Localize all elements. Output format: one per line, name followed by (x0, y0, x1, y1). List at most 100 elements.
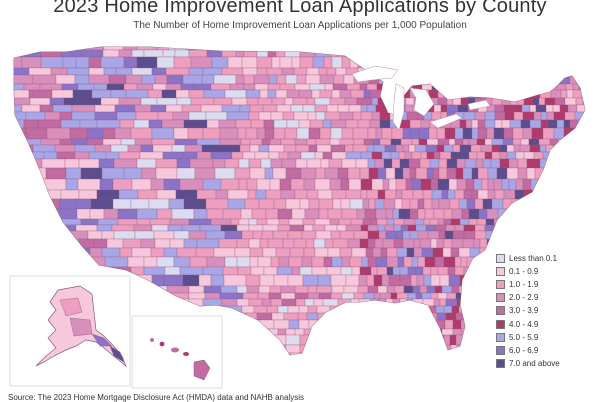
county-cell (502, 198, 513, 210)
county-cell (60, 189, 80, 200)
county-cell (575, 47, 585, 51)
county-cell (306, 97, 316, 106)
county-cell (454, 67, 467, 76)
county-cell (574, 151, 585, 160)
county-cell (571, 285, 579, 294)
county-cell (307, 285, 318, 294)
county-cell (270, 111, 284, 121)
county-cell (417, 74, 426, 85)
county-cell (133, 224, 153, 232)
county-cell (378, 230, 387, 240)
county-cell (379, 119, 391, 129)
county-cell (169, 292, 190, 300)
county-cell (214, 312, 232, 321)
county-cell (561, 67, 571, 76)
county-cell (454, 138, 464, 146)
county-cell (573, 298, 585, 307)
county-cell (14, 298, 33, 307)
county-cell (450, 89, 460, 99)
legend-item: 6.0 - 6.9 (496, 344, 560, 357)
county-cell (362, 198, 370, 210)
county-cell (440, 104, 448, 113)
legend-swatch (496, 280, 505, 290)
county-cell (507, 89, 515, 99)
county-cell (281, 298, 297, 307)
county-cell (360, 224, 369, 232)
county-cell (477, 298, 489, 307)
county-cell (454, 266, 465, 276)
county-cell (37, 119, 62, 129)
county-cell (519, 89, 531, 99)
county-cell (100, 56, 125, 69)
county-cell (559, 104, 569, 113)
county-cell (244, 319, 260, 330)
county-cell (291, 208, 306, 220)
county-cell (499, 158, 510, 169)
county-cell (566, 208, 575, 220)
county-cell (399, 344, 410, 354)
county-cell (549, 138, 559, 146)
legend-item: 2.0 - 2.9 (496, 291, 560, 304)
county-cell (513, 111, 524, 121)
county-cell (118, 97, 142, 106)
county-cell (143, 292, 158, 300)
county-cell (573, 208, 582, 220)
county-cell (505, 56, 517, 69)
county-cell (466, 298, 479, 307)
county-cell (408, 144, 416, 153)
county-cell (478, 49, 488, 58)
county-cell (122, 292, 145, 300)
county-cell (287, 305, 300, 314)
county-cell (179, 266, 204, 276)
county-cell (299, 334, 316, 346)
county-cell (319, 89, 333, 99)
county-cell (25, 208, 41, 220)
county-cell (487, 189, 496, 200)
county-cell (405, 178, 413, 191)
county-cell (152, 144, 173, 153)
county-cell (154, 74, 168, 85)
county-cell (30, 218, 47, 226)
legend-label: 5.0 - 5.9 (509, 332, 539, 342)
county-cell (416, 328, 426, 336)
county-cell (425, 144, 438, 153)
county-cell (280, 189, 296, 200)
county-cell (97, 218, 119, 226)
county-cell (341, 305, 351, 314)
county-cell (564, 47, 577, 51)
county-cell (546, 111, 555, 121)
county-cell (75, 224, 98, 232)
county-cell (73, 352, 95, 355)
county-cell (188, 334, 210, 346)
county-cell (101, 305, 124, 314)
county-cell (332, 198, 342, 210)
county-cell (255, 352, 271, 355)
county-cell (468, 138, 478, 146)
county-cell (350, 218, 364, 226)
county-cell (24, 198, 45, 210)
county-cell (367, 47, 375, 51)
county-cell (316, 285, 333, 294)
county-cell (530, 230, 541, 240)
county-cell (447, 266, 456, 276)
county-cell (512, 224, 520, 232)
county-cell (460, 97, 469, 106)
county-cell (566, 305, 579, 314)
county-cell (304, 208, 320, 220)
county-cell (473, 256, 483, 268)
county-cell (289, 247, 305, 258)
county-cell (446, 104, 459, 113)
county-cell (245, 274, 261, 287)
county-cell (430, 74, 441, 85)
county-cell (221, 67, 244, 76)
county-cell (348, 104, 362, 113)
county-cell (402, 67, 414, 76)
county-cell (422, 189, 433, 200)
county-cell (224, 158, 240, 169)
county-cell (240, 208, 253, 220)
county-cell (307, 305, 318, 314)
county-cell (385, 208, 394, 220)
county-cell (264, 344, 275, 354)
county-cell (322, 119, 332, 129)
